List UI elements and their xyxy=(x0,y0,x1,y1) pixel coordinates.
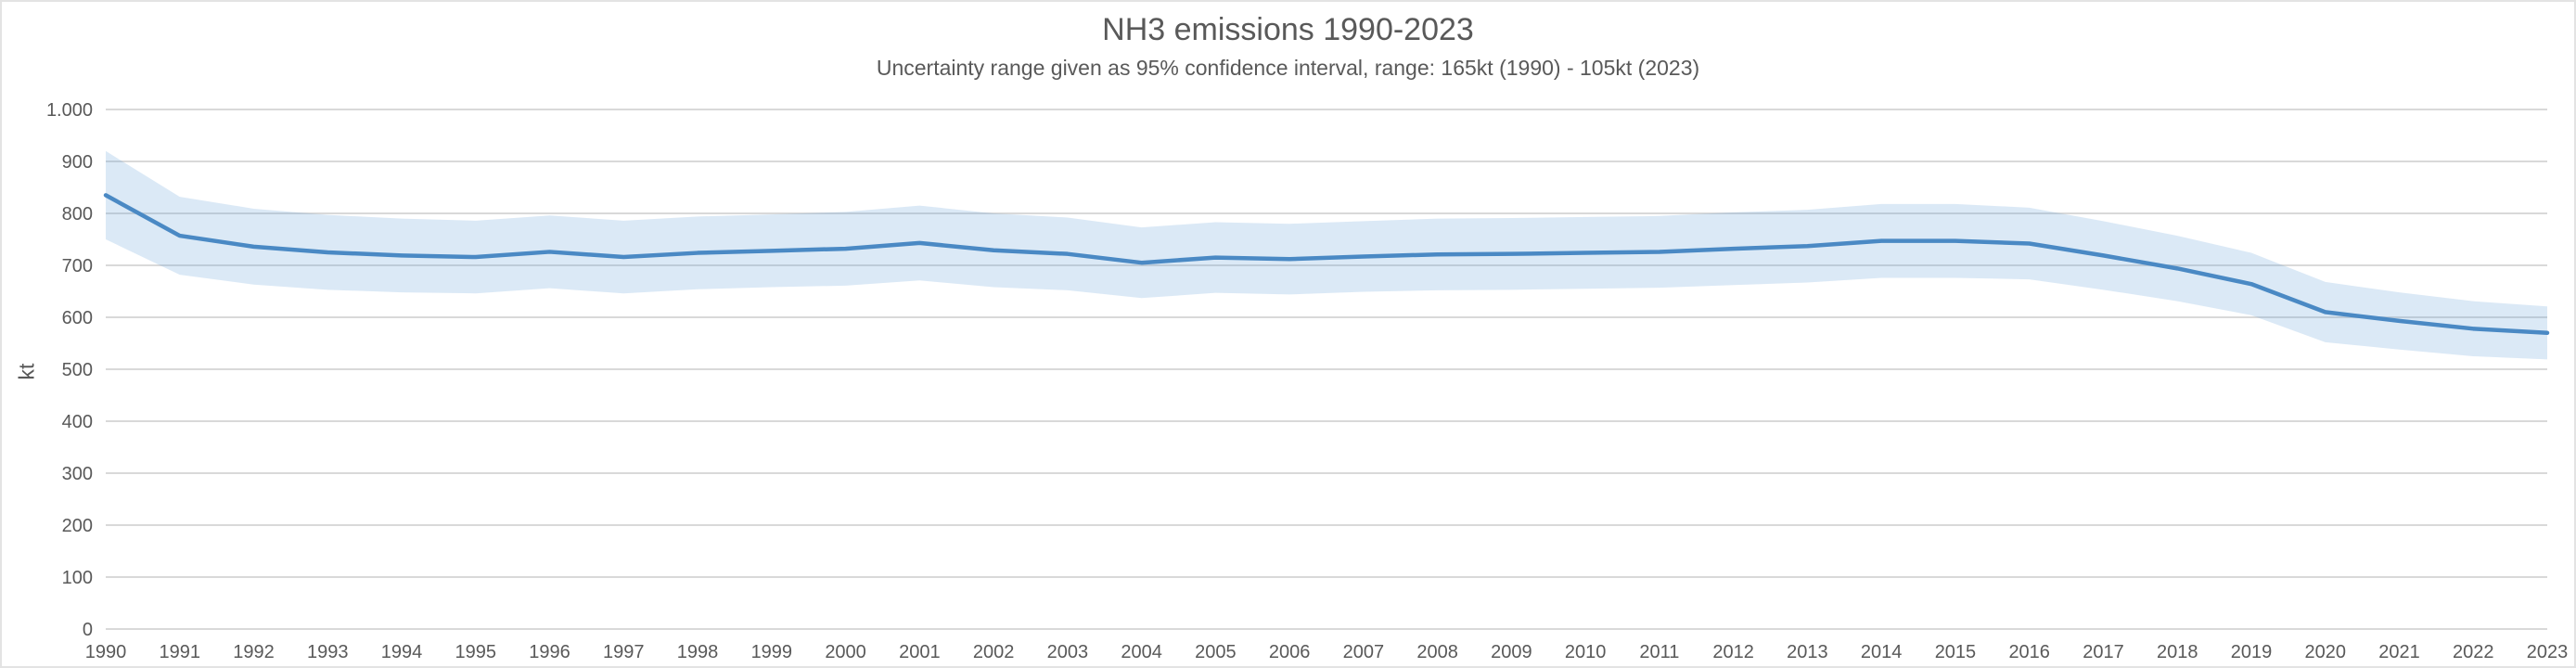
y-tick-label: 300 xyxy=(62,464,93,484)
x-tick-label: 2022 xyxy=(2453,642,2494,662)
y-tick-label: 1.000 xyxy=(46,100,93,121)
x-tick-label: 1995 xyxy=(455,642,497,662)
x-tick-label: 2013 xyxy=(1787,642,1828,662)
x-tick-label: 2021 xyxy=(2378,642,2420,662)
y-tick-label: 700 xyxy=(62,256,93,276)
x-tick-label: 2019 xyxy=(2231,642,2273,662)
chart-title: NH3 emissions 1990-2023 xyxy=(1102,12,1474,47)
y-tick-label: 900 xyxy=(62,152,93,173)
x-tick-label: 1997 xyxy=(603,642,645,662)
y-tick-label: 0 xyxy=(83,620,93,640)
x-tick-label: 2018 xyxy=(2157,642,2198,662)
x-tick-label: 2020 xyxy=(2304,642,2346,662)
emissions-line xyxy=(103,193,2550,336)
x-tick-label: 2016 xyxy=(2008,642,2050,662)
y-tick-label: 500 xyxy=(62,360,93,380)
x-tick-label: 2003 xyxy=(1047,642,1089,662)
x-tick-label: 1992 xyxy=(233,642,275,662)
y-tick-label: 100 xyxy=(62,568,93,588)
chart-subtitle: Uncertainty range given as 95% confidenc… xyxy=(876,56,1700,80)
x-tick-label: 2009 xyxy=(1491,642,1532,662)
x-tick-label: 2015 xyxy=(1935,642,1977,662)
x-tick-label: 1998 xyxy=(677,642,719,662)
x-tick-label: 2014 xyxy=(1861,642,1903,662)
x-tick-label: 1993 xyxy=(307,642,349,662)
x-tick-label: 2002 xyxy=(973,642,1015,662)
y-tick-label: 400 xyxy=(62,412,93,432)
confidence-band xyxy=(106,150,2547,360)
x-tick-label: 2023 xyxy=(2527,642,2569,662)
x-tick-label: 2011 xyxy=(1639,642,1679,662)
x-tick-label: 2005 xyxy=(1195,642,1237,662)
x-tick-label: 2010 xyxy=(1565,642,1607,662)
x-tick-label: 1991 xyxy=(160,642,201,662)
x-tick-label: 2017 xyxy=(2083,642,2124,662)
x-tick-label: 2006 xyxy=(1269,642,1311,662)
x-tick-label: 2012 xyxy=(1712,642,1754,662)
x-tick-label: 1990 xyxy=(85,642,127,662)
y-tick-label: 800 xyxy=(62,204,93,225)
x-tick-label: 1994 xyxy=(381,642,423,662)
x-tick-label: 2000 xyxy=(825,642,866,662)
y-tick-label: 200 xyxy=(62,516,93,536)
x-tick-label: 2008 xyxy=(1416,642,1458,662)
x-tick-label: 1999 xyxy=(751,642,793,662)
x-tick-label: 1996 xyxy=(529,642,570,662)
x-tick-label: 2001 xyxy=(899,642,941,662)
y-tick-label: 600 xyxy=(62,308,93,328)
x-tick-label: 2007 xyxy=(1343,642,1385,662)
x-tick-label: 2004 xyxy=(1121,642,1162,662)
